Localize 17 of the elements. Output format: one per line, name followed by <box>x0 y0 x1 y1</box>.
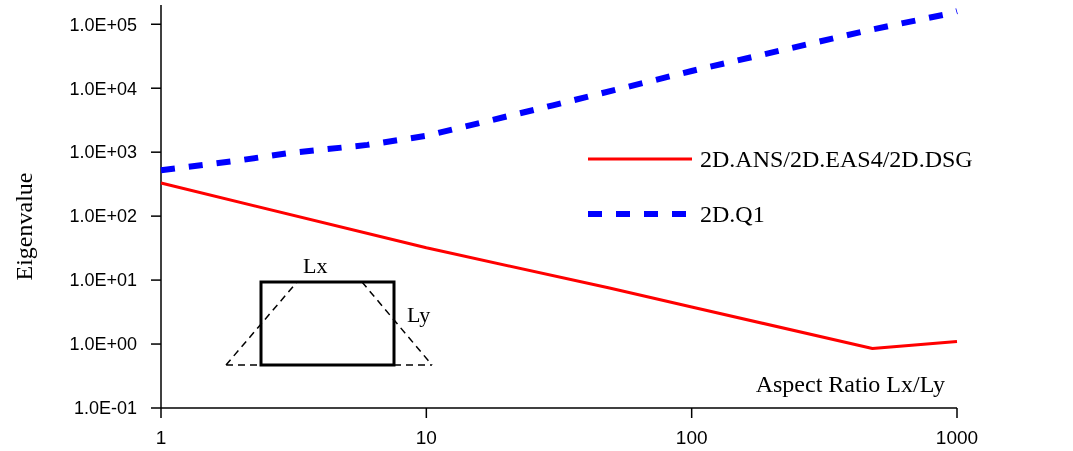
annotation: Ly <box>407 302 431 327</box>
y-tick-label: 1.0E+05 <box>69 14 137 35</box>
y-tick-label: 1.0E+03 <box>69 142 137 163</box>
x-axis-title: Aspect Ratio Lx/Ly <box>755 371 945 397</box>
x-tick-label: 100 <box>675 427 708 448</box>
x-tick-label: 10 <box>415 427 437 448</box>
y-tick-label: 1.0E+04 <box>69 78 137 99</box>
legend-label: 2D.Q1 <box>700 201 765 228</box>
y-axis-title: Eigenvalue <box>11 172 37 281</box>
y-tick-label: 1.0E+02 <box>69 206 137 227</box>
annotation: Lx <box>303 253 328 278</box>
legend-label: 2D.ANS/2D.EAS4/2D.DSG <box>700 146 973 173</box>
x-tick-label: 1 <box>155 427 167 448</box>
y-tick-label: 1.0E-01 <box>73 398 137 419</box>
y-tick-label: 1.0E+00 <box>69 334 137 355</box>
y-tick-label: 1.0E+01 <box>69 270 137 291</box>
x-tick-label: 1000 <box>935 427 979 448</box>
